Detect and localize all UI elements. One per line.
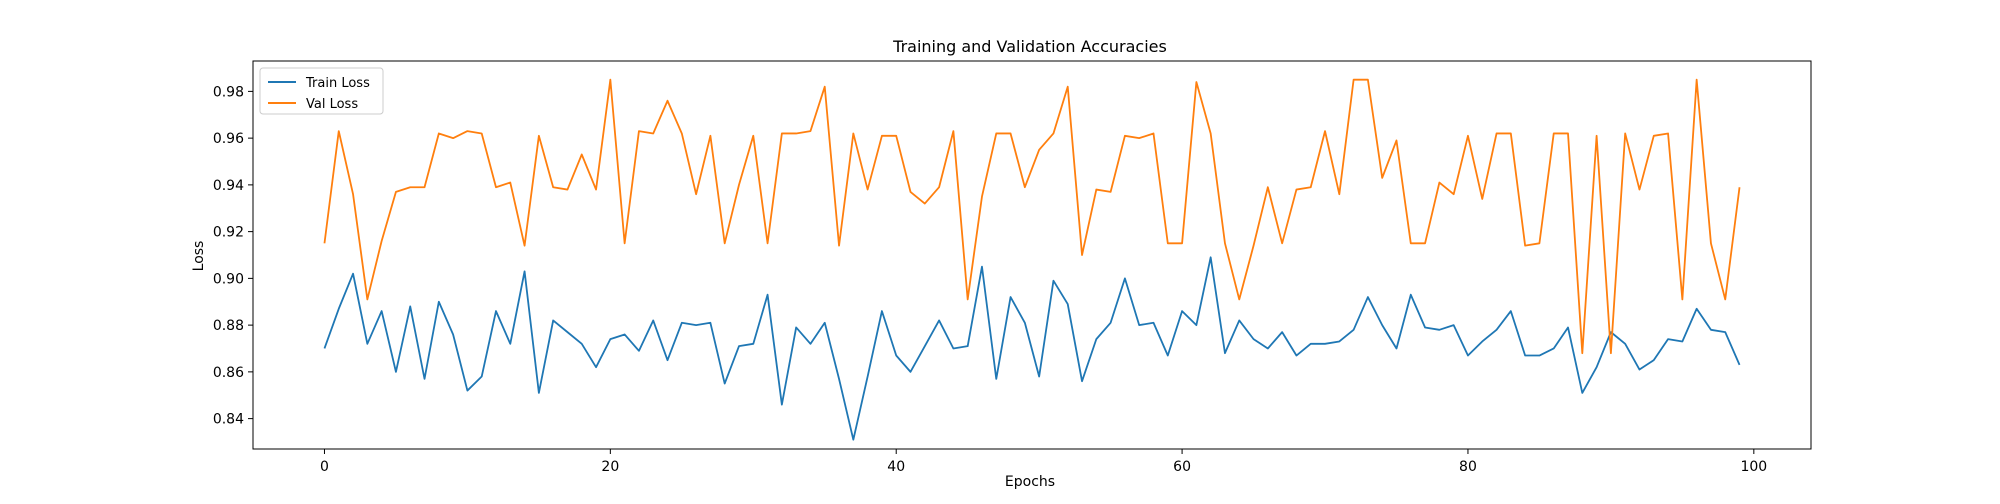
y-tick-label: 0.84 (213, 412, 244, 428)
legend: Train Loss Val Loss (259, 67, 384, 115)
y-axis-label: Loss (191, 241, 207, 272)
x-axis: 0 20 40 60 80 100 (320, 449, 1767, 475)
legend-label: Val Loss (306, 97, 358, 112)
y-axis: 0.84 0.86 0.88 0.90 0.92 0.94 0.96 0.98 (213, 84, 253, 428)
y-tick-label: 0.88 (213, 318, 244, 334)
plot-frame (252, 60, 1812, 450)
x-tick-label: 40 (887, 459, 905, 475)
y-tick-label: 0.92 (213, 225, 244, 241)
series-line-train-loss (323, 256, 1741, 441)
y-tick-label: 0.86 (213, 365, 244, 381)
plot-area (252, 60, 1812, 450)
series-line-val-loss (323, 78, 1741, 355)
chart-title: Training and Validation Accuracies (892, 37, 1167, 56)
y-tick-label: 0.94 (213, 178, 244, 194)
x-tick-label: 100 (1740, 459, 1767, 475)
y-tick-label: 0.96 (213, 131, 244, 147)
legend-label: Train Loss (305, 76, 370, 91)
series-layer (323, 78, 1741, 441)
x-tick-label: 0 (320, 459, 329, 475)
y-tick-label: 0.98 (213, 84, 244, 100)
x-tick-label: 20 (601, 459, 619, 475)
x-tick-label: 80 (1459, 459, 1477, 475)
y-tick-label: 0.90 (213, 271, 244, 287)
x-tick-label: 60 (1173, 459, 1191, 475)
x-axis-label: Epochs (1005, 474, 1055, 490)
